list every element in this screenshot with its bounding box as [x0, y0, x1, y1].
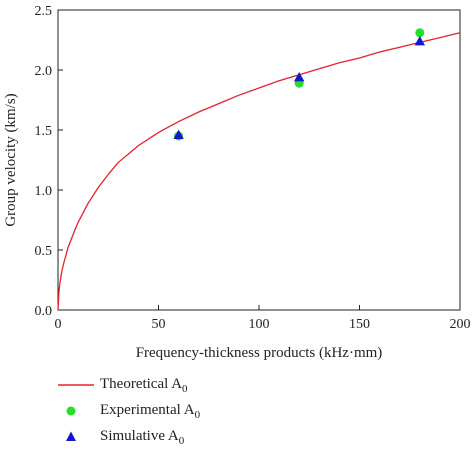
legend-swatch-triangle — [66, 431, 76, 441]
ticks-layer: 0 50 100 150 200 0.0 0.5 1.0 1.5 2.0 2.5 — [35, 4, 471, 332]
y-tick-label: 0.5 — [35, 244, 53, 259]
x-tick-label: 150 — [349, 317, 370, 332]
legend-item-experimental: Experimental A0 — [56, 398, 200, 424]
legend-circle-swatch — [66, 406, 76, 416]
y-axis-title: Group velocity (km/s) — [3, 93, 19, 226]
simulative-point — [173, 129, 184, 139]
legend-label-experimental: Experimental A0 — [100, 401, 201, 421]
x-tick-label: 200 — [450, 317, 471, 332]
legend-item-theoretical: Theoretical A0 — [56, 372, 200, 398]
x-tick-label: 0 — [55, 317, 62, 332]
legend-swatch-circle — [66, 406, 76, 416]
simulative-point — [414, 36, 425, 46]
x-axis-title: Frequency-thickness products (kHz·mm) — [136, 345, 383, 361]
series-layer — [57, 28, 461, 311]
legend-label-theoretical: Theoretical A0 — [100, 375, 188, 395]
y-tick-label: 0.0 — [35, 304, 53, 319]
legend-triangle-swatch — [66, 431, 76, 441]
y-tick-label: 2.0 — [35, 64, 53, 79]
legend-line-swatch — [58, 384, 94, 386]
experimental-point — [415, 28, 425, 38]
y-tick-label: 2.5 — [35, 4, 53, 19]
legend-item-simulative: Simulative A0 — [56, 424, 200, 450]
legend-label-simulative: Simulative A0 — [100, 427, 185, 447]
x-tick-label: 50 — [152, 317, 166, 332]
legend: Theoretical A0 Experimental A0 Simulativ… — [56, 372, 200, 450]
x-tick-label: 100 — [249, 317, 270, 332]
y-tick-label: 1.0 — [35, 184, 53, 199]
series-line-theoretical — [57, 32, 461, 311]
simulative-point — [294, 72, 305, 82]
y-tick-label: 1.5 — [35, 124, 53, 139]
plot-frame — [57, 9, 461, 311]
